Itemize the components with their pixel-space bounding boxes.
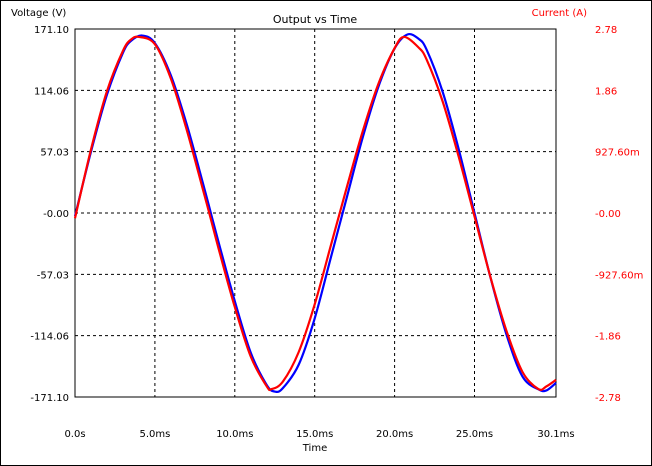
left-tick-label: 57.03 — [40, 148, 69, 159]
left-tick-label: -114.06 — [30, 332, 69, 343]
left-tick-label: -57.03 — [37, 270, 69, 281]
grid-lines — [75, 29, 556, 397]
right-tick-label: 2.78 — [595, 25, 617, 36]
x-tick-label: 10.0ms — [216, 429, 253, 440]
right-tick-label: 1.86 — [595, 86, 617, 97]
left-tick-label: 171.10 — [34, 25, 69, 36]
x-axis-ticks: 0.0s 5.0ms 10.0ms 15.0ms 20.0ms 25.0ms 30.1ms — [64, 429, 574, 440]
left-tick-label: -0.00 — [43, 209, 69, 220]
right-tick-label: -0.00 — [595, 209, 621, 220]
right-tick-label: -1.86 — [595, 332, 621, 343]
x-tick-label: 5.0ms — [139, 429, 170, 440]
current-series-line — [73, 35, 557, 392]
right-axis-ticks: 2.78 1.86 927.60m -0.00 -927.60m -1.86 -2.78 — [595, 25, 643, 404]
right-tick-label: -927.60m — [595, 270, 643, 281]
right-axis-label: Current (A) — [532, 8, 587, 19]
right-tick-label: -2.78 — [595, 393, 621, 404]
right-tick-label: 927.60m — [595, 148, 640, 159]
x-tick-label: 0.0s — [64, 429, 85, 440]
x-tick-label: 20.0ms — [376, 429, 413, 440]
x-axis-label: Time — [302, 443, 327, 454]
left-tick-label: -171.10 — [30, 393, 69, 404]
chart-title: Output vs Time — [273, 13, 358, 26]
series-group — [73, 33, 557, 394]
x-tick-label: 25.0ms — [456, 429, 493, 440]
x-tick-label: 30.1ms — [537, 429, 574, 440]
x-tick-label: 15.0ms — [296, 429, 333, 440]
left-axis-ticks: 171.10 114.06 57.03 -0.00 -57.03 -114.06 -171.… — [30, 25, 69, 404]
left-axis-label: Voltage (V) — [11, 8, 66, 19]
left-tick-label: 114.06 — [34, 86, 69, 97]
